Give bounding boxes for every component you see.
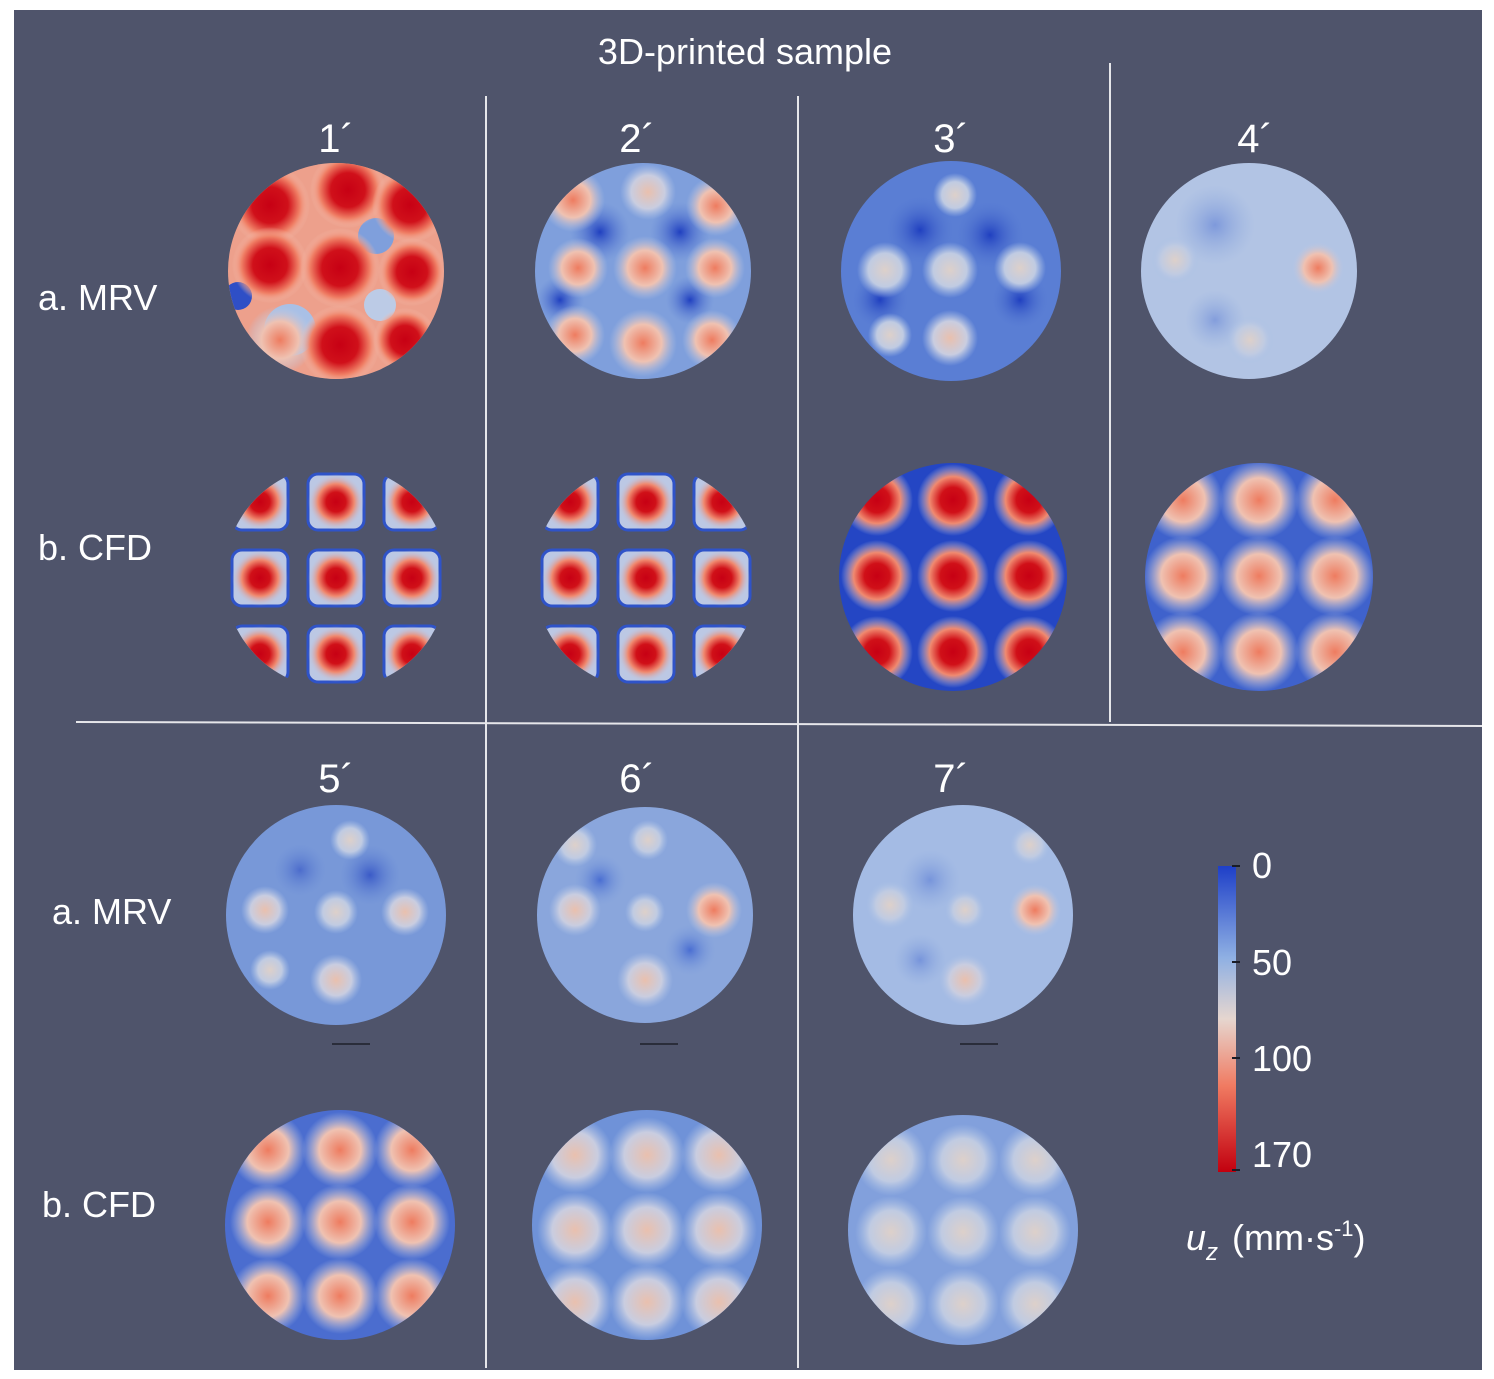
velocity-map-mrv-3 <box>841 161 1061 381</box>
velocity-map-mrv-2 <box>535 163 751 379</box>
figure-title: 3D-printed sample <box>598 31 892 72</box>
colorbar-label: uz (mm·s-1) <box>1186 1216 1366 1266</box>
colorbar-label-sup: -1 <box>1334 1216 1354 1241</box>
velocity-map-cfd-6 <box>532 1110 762 1340</box>
cfd-1-cells <box>230 472 442 684</box>
row-label-cfd-bottom: b. CFD <box>42 1184 156 1225</box>
velocity-map-mrv-5 <box>226 805 446 1025</box>
row-label-cfd-top: b. CFD <box>38 527 152 568</box>
colorbar: 0 50 100 170 uz (mm·s-1) <box>1186 845 1366 1266</box>
colorbar-gradient <box>1218 866 1236 1172</box>
colorbar-tick-50: 50 <box>1252 942 1292 983</box>
velocity-map-mrv-6 <box>537 807 753 1023</box>
velocity-map-cfd-3 <box>839 463 1067 691</box>
velocity-map-cfd-1 <box>230 472 442 684</box>
colorbar-tick-170: 170 <box>1252 1134 1312 1175</box>
colorbar-tick-100: 100 <box>1252 1038 1312 1079</box>
velocity-map-mrv-1 <box>228 163 444 379</box>
sample-label-3: 3´ <box>933 117 969 161</box>
colorbar-tick-0: 0 <box>1252 845 1272 886</box>
velocity-map-mrv-7 <box>853 805 1073 1025</box>
velocity-map-cfd-2 <box>540 472 752 684</box>
colorbar-label-sub: z <box>1205 1239 1218 1266</box>
sample-numbers: 1´ 2´ 3´ 4´ 5´ 6´ 7´ <box>318 117 1273 801</box>
panel-dividers <box>75 63 1483 1368</box>
colorbar-label-var: u <box>1186 1217 1206 1258</box>
velocity-map-cfd-5 <box>225 1110 455 1340</box>
colorbar-ticks <box>1232 865 1240 1171</box>
sample-label-5: 5´ <box>318 757 354 801</box>
divider-horizontal <box>75 721 1483 727</box>
sample-label-2: 2´ <box>619 117 655 161</box>
velocity-map-cfd-7 <box>848 1115 1078 1345</box>
colorbar-label-unit-open: (mm·s <box>1232 1217 1334 1258</box>
sample-label-1: 1´ <box>318 117 354 161</box>
row-label-mrv-bottom: a. MRV <box>52 891 171 932</box>
sample-label-4: 4´ <box>1237 117 1273 161</box>
velocity-map-mrv-4 <box>1141 163 1357 379</box>
row-labels: a. MRV b. CFD a. MRV b. CFD <box>38 277 171 1225</box>
colorbar-label-unit-close: ) <box>1354 1217 1366 1258</box>
cfd-2-cells <box>540 472 752 684</box>
sample-label-7: 7´ <box>933 757 969 801</box>
row-label-mrv-top: a. MRV <box>38 277 157 318</box>
sample-label-6: 6´ <box>619 757 655 801</box>
